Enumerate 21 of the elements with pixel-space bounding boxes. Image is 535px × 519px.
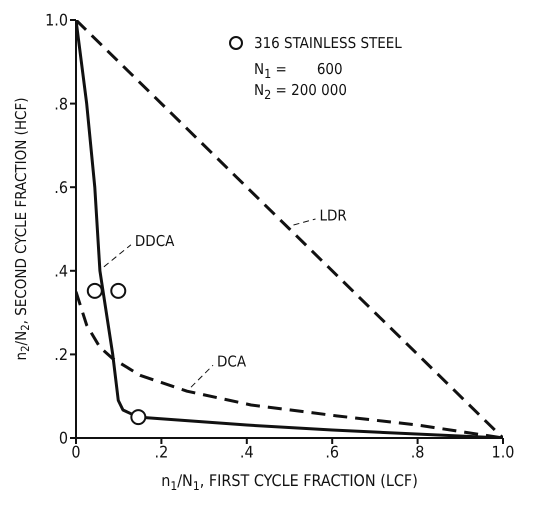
x-axis-title: n$_{1}$/N$_{1}$, FIRST CYCLE FRACTION (LCF) [161,471,418,493]
legend-label: LDR [320,206,347,224]
y-tick-label: .6 [54,178,68,197]
y-tick-label: 1.0 [45,10,68,30]
legend-label: 316 STAINLESS STEEL [254,34,402,52]
x-tick-label: .8 [410,442,424,462]
y-tick-label: 0 [58,428,68,448]
x-tick-label: 0 [71,442,81,462]
x-tick-label: .6 [325,442,340,462]
series-label: DCA [217,352,247,370]
callout-leader: LDR [293,206,347,226]
x-tick-label: 1.0 [492,442,514,462]
x-tick-label: .2 [154,442,168,462]
annotation: N$_{2}$ = 200 000 [254,81,347,102]
y-tick-label: .4 [54,261,68,280]
callout-leader: DCA [190,352,246,388]
y-tick-label: .2 [54,345,68,364]
x-tick-label: .4 [240,442,254,462]
callout-leader: DDCA [103,232,174,268]
annotation: N$_{1}$ = 600 [254,60,343,81]
y-tick-label: .8 [54,94,68,114]
